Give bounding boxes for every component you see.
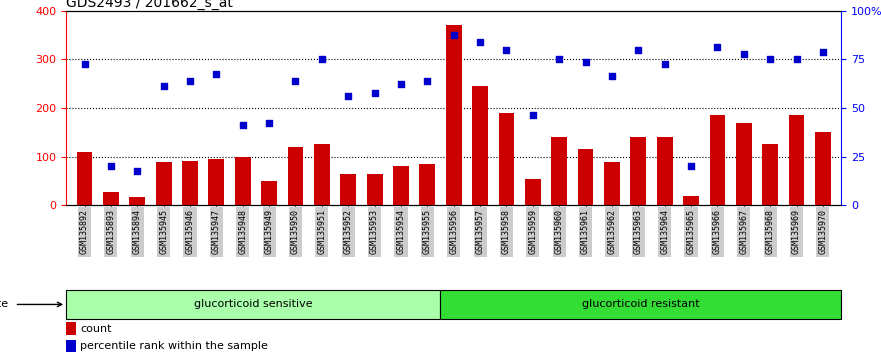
Text: disease state: disease state [0, 299, 62, 309]
Point [236, 122, 250, 128]
Bar [66, 340, 76, 352]
Text: percentile rank within the sample: percentile rank within the sample [80, 341, 268, 351]
Bar [656, 137, 672, 205]
Bar [578, 149, 594, 205]
Point [657, 61, 671, 67]
Point [315, 57, 329, 62]
Point [500, 47, 514, 52]
Bar [631, 137, 647, 205]
Bar [209, 159, 225, 205]
Point [552, 57, 566, 62]
Bar [393, 166, 409, 205]
Bar [709, 115, 725, 205]
Bar [287, 147, 303, 205]
Point [262, 120, 276, 125]
Bar [815, 132, 831, 205]
Point [816, 49, 830, 55]
Text: glucorticoid resistant: glucorticoid resistant [582, 299, 700, 309]
Bar [762, 144, 778, 205]
Point [632, 47, 646, 52]
Bar [366, 174, 382, 205]
Bar [472, 86, 488, 205]
Bar [156, 162, 172, 205]
Bar [130, 196, 145, 205]
Bar [340, 174, 356, 205]
Point [789, 57, 803, 62]
Point [183, 78, 197, 84]
Bar [604, 161, 620, 205]
Bar [736, 122, 751, 205]
Point [104, 164, 118, 169]
Point [684, 164, 698, 169]
Point [130, 169, 144, 174]
Point [737, 52, 751, 57]
Point [473, 39, 487, 45]
Bar [314, 144, 329, 205]
Point [420, 78, 434, 84]
Bar [419, 164, 435, 205]
Bar [788, 115, 804, 205]
Bar [77, 152, 93, 205]
Point [367, 91, 381, 96]
Bar [525, 178, 541, 205]
Point [210, 71, 224, 77]
Bar [552, 137, 567, 205]
Point [447, 32, 461, 38]
Bar [261, 181, 277, 205]
Point [341, 93, 355, 99]
Bar [66, 290, 440, 319]
Bar [182, 161, 198, 205]
Point [763, 57, 777, 62]
Bar [683, 195, 699, 205]
Text: count: count [80, 324, 112, 333]
Bar [446, 25, 462, 205]
Bar [499, 113, 515, 205]
Bar [103, 192, 119, 205]
Point [157, 83, 171, 89]
Point [78, 61, 92, 67]
Bar [440, 290, 841, 319]
Point [526, 113, 540, 118]
Point [710, 44, 724, 50]
Text: glucorticoid sensitive: glucorticoid sensitive [194, 299, 313, 309]
Point [579, 59, 593, 64]
Bar [66, 322, 76, 335]
Text: GDS2493 / 201662_s_at: GDS2493 / 201662_s_at [66, 0, 233, 10]
Point [605, 74, 619, 79]
Bar [235, 156, 251, 205]
Point [394, 81, 408, 86]
Point [288, 78, 302, 84]
